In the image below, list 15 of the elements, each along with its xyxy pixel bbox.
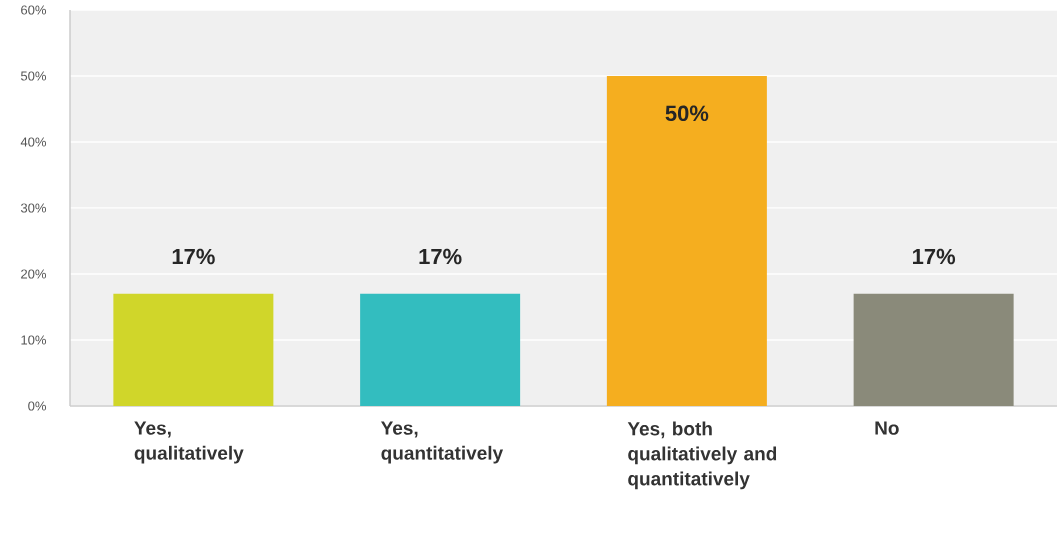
data-label: 17% [172, 248, 215, 265]
data-label: 50% [665, 105, 709, 122]
y-tick-label: 40% [20, 137, 47, 147]
y-tick-label: 0% [28, 401, 47, 411]
y-tick-label: 20% [21, 269, 47, 279]
y-tick-label: 10% [21, 335, 47, 345]
x-tick-label: Yes, qualitatively [134, 421, 244, 464]
y-tick-label: 60% [21, 5, 47, 15]
x-tick-label: Yes, both qualitatively and quantitatively [627, 421, 777, 490]
y-tick-label: 30% [20, 203, 47, 213]
data-label: 17% [419, 248, 462, 265]
y-tick-label: 50% [20, 71, 47, 81]
x-tick-label: Yes, quantitatively [380, 421, 504, 464]
data-label: 17% [913, 248, 956, 265]
x-tick-label: No [875, 421, 899, 435]
